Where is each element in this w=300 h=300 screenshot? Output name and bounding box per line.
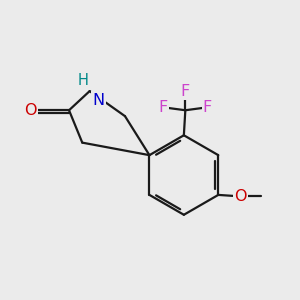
Text: N: N <box>93 93 105 108</box>
Text: F: F <box>181 84 190 99</box>
Text: F: F <box>203 100 212 115</box>
Text: O: O <box>234 189 247 204</box>
Text: O: O <box>25 103 37 118</box>
Text: F: F <box>159 100 168 115</box>
Text: H: H <box>77 73 88 88</box>
